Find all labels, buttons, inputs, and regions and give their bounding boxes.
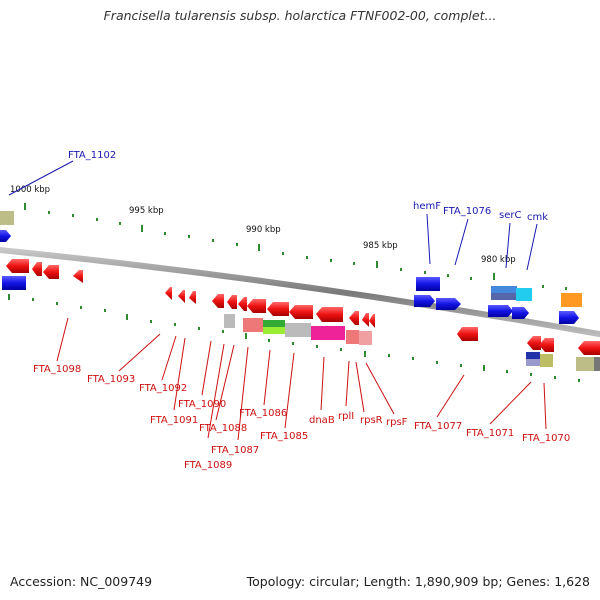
plus-strand-genes [0, 211, 582, 324]
gene-feature [488, 305, 513, 317]
gene-feature [491, 293, 517, 300]
gene-label-fta-1088: FTA_1088 [199, 423, 247, 434]
gene-feature [243, 318, 263, 332]
gene-label-fta-1093: FTA_1093 [87, 374, 135, 385]
gene-feature [457, 327, 478, 341]
scale-label-985: 985 kbp [363, 241, 398, 251]
gene-feature [73, 270, 83, 283]
gene-feature [349, 311, 359, 325]
gene-feature [267, 302, 289, 316]
gene-feature [189, 291, 196, 304]
minus-leader-lines [56, 317, 547, 441]
gene-feature [491, 286, 517, 293]
gene-feature [165, 287, 172, 300]
plus-strand-labels: FTA_1102 hemF FTA_1076 serC cmk [68, 150, 548, 223]
gene-feature [0, 211, 14, 225]
gene-label-rpsf: rpsF [386, 417, 408, 428]
gene-feature [0, 230, 11, 242]
gene-feature [346, 330, 359, 344]
gene-label-fta-1070: FTA_1070 [522, 433, 570, 444]
gene-feature [2, 276, 26, 290]
scale-label-1000: 1000 kbp [10, 185, 50, 195]
gene-label-fta-1087: FTA_1087 [211, 445, 259, 456]
minus-strand-genes [6, 259, 600, 371]
gene-label-serc: serC [499, 210, 521, 221]
gene-label-fta-1077: FTA_1077 [414, 421, 462, 432]
gene-feature [516, 288, 532, 301]
scale-label-995: 995 kbp [129, 206, 164, 216]
gene-label-fta-1092: FTA_1092 [139, 383, 187, 394]
gene-label-cmk: cmk [527, 212, 548, 223]
gene-feature [285, 323, 311, 337]
gene-feature [576, 357, 594, 371]
gene-feature [247, 299, 266, 313]
gene-feature [594, 357, 600, 371]
gene-feature [527, 336, 541, 350]
gene-feature [43, 265, 59, 279]
gene-feature [526, 352, 540, 359]
gene-feature [238, 297, 247, 311]
gene-label-fta-1098: FTA_1098 [33, 364, 81, 375]
genome-backbone [0, 246, 600, 338]
gene-feature [526, 359, 540, 366]
gene-label-hemf: hemF [413, 201, 441, 212]
gene-label-rpsr: rpsR [360, 415, 383, 426]
gene-feature [559, 311, 579, 324]
gene-feature [32, 262, 42, 276]
gene-label-fta-1076: FTA_1076 [443, 206, 491, 217]
gene-feature [540, 354, 553, 367]
genome-summary-text: Topology: circular; Length: 1,890,909 bp… [246, 574, 590, 589]
gene-feature [289, 305, 313, 319]
gene-feature [362, 313, 369, 327]
gene-label-fta-1085: FTA_1085 [260, 431, 308, 442]
gene-feature [561, 293, 582, 307]
gene-feature [359, 331, 372, 345]
gene-feature [212, 294, 224, 308]
minus-strand-labels: FTA_1098 FTA_1093 FTA_1092 FTA_1091 FTA_… [33, 364, 570, 471]
gene-feature [263, 327, 285, 334]
plus-leader-lines [8, 160, 538, 271]
map-title: Francisella tularensis subsp. holarctica… [103, 8, 497, 23]
gene-feature [539, 338, 554, 352]
gene-label-dnab: dnaB [309, 415, 335, 426]
gene-label-fta-1091: FTA_1091 [150, 415, 198, 426]
gene-feature [178, 290, 185, 303]
scale-label-980: 980 kbp [481, 255, 516, 265]
gene-label-rpli: rplI [338, 411, 354, 422]
gene-feature [369, 314, 375, 328]
gene-feature [316, 307, 343, 322]
gene-label-fta-1090: FTA_1090 [178, 399, 226, 410]
gene-label-fta-1071: FTA_1071 [466, 428, 514, 439]
gene-feature [414, 295, 435, 307]
inner-ticks [8, 294, 580, 382]
gene-feature [224, 314, 235, 328]
gene-feature [311, 326, 345, 340]
gene-feature [416, 277, 440, 291]
gene-feature [227, 295, 237, 309]
accession-text: Accession: NC_009749 [10, 574, 153, 589]
scale-label-990: 990 kbp [246, 225, 281, 235]
gene-feature [436, 298, 461, 310]
gene-feature [263, 320, 285, 327]
gene-label-fta-1089: FTA_1089 [184, 460, 232, 471]
outer-ticks [24, 203, 567, 290]
gene-feature [512, 307, 529, 319]
scale-labels: 1000 kbp 995 kbp 990 kbp 985 kbp 980 kbp [10, 185, 516, 265]
gene-feature [578, 341, 600, 355]
gene-label-fta-1102: FTA_1102 [68, 150, 116, 161]
gene-label-fta-1086: FTA_1086 [239, 408, 287, 419]
gene-feature [6, 259, 29, 273]
